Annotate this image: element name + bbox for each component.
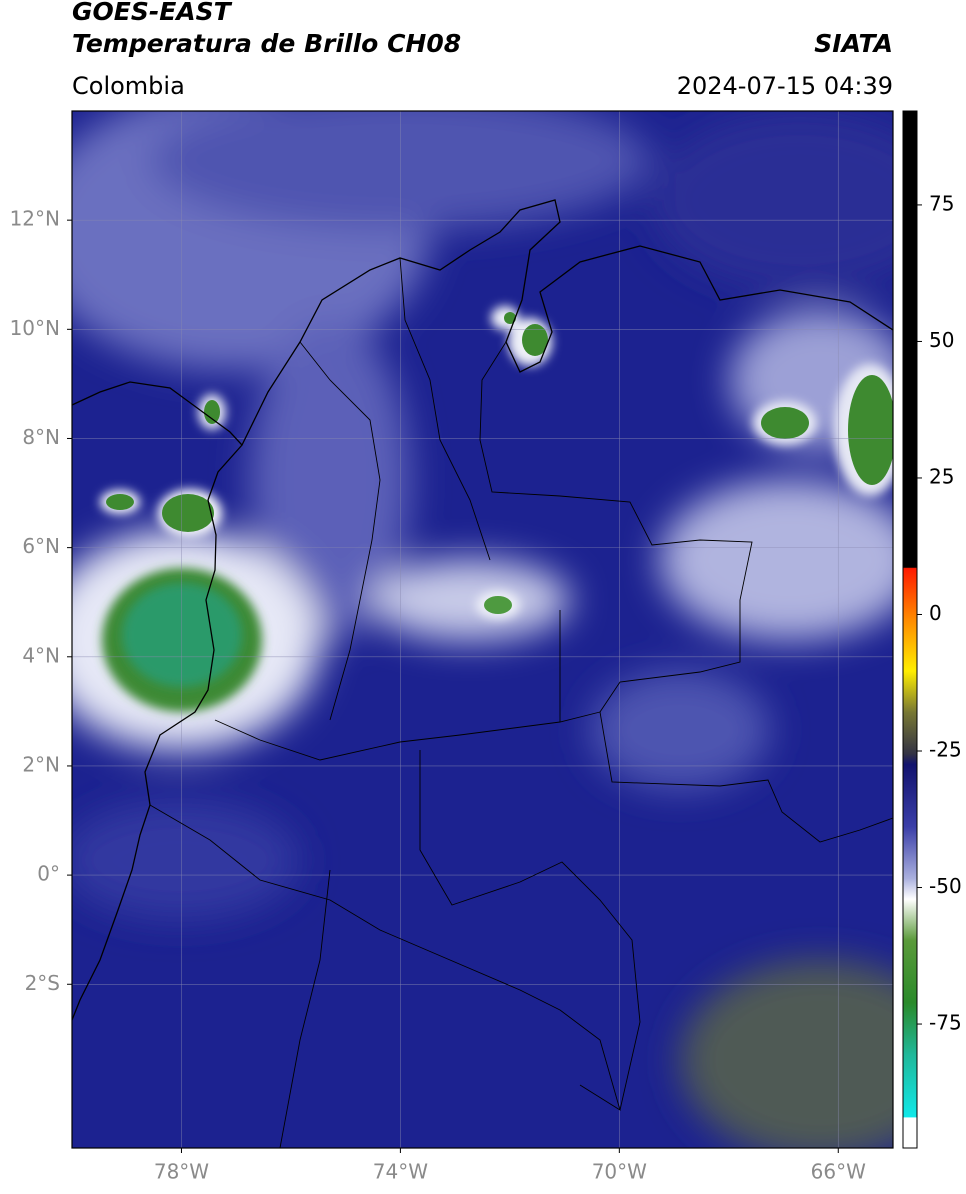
colorbar-tick-label: -75: [929, 1011, 962, 1035]
y-tick-label: 2°S: [25, 971, 60, 995]
x-tick-label: 66°W: [811, 1160, 866, 1184]
x-tick-label: 78°W: [154, 1160, 209, 1184]
y-tick-label: 12°N: [10, 207, 60, 231]
colorbar-tick-label: 75: [929, 191, 954, 215]
colorbar: [902, 110, 918, 1149]
colorbar-tick-label: 50: [929, 328, 954, 352]
y-tick-label: 0°: [37, 862, 60, 886]
y-tick-label: 2°N: [22, 752, 60, 776]
title: GOES-EAST: [72, 0, 233, 26]
colorbar-tick-label: -50: [929, 874, 962, 898]
y-tick-label: 8°N: [22, 425, 60, 449]
datetime: 2024-07-15 04:39: [677, 72, 893, 100]
colorbar-tick-label: -25: [929, 738, 962, 762]
satellite-image: [72, 111, 893, 1148]
region: Colombia: [72, 72, 185, 100]
y-tick-label: 4°N: [22, 643, 60, 667]
y-tick-label: 10°N: [10, 316, 60, 340]
x-tick-label: 74°W: [373, 1160, 428, 1184]
y-tick-label: 6°N: [22, 534, 60, 558]
subtitle: Temperatura de Brillo CH08: [72, 29, 461, 58]
colorbar-tick-label: 25: [929, 464, 954, 488]
colorbar-tick-label: 0: [929, 601, 942, 625]
source: SIATA: [814, 29, 893, 58]
map-frame: [71, 110, 894, 1149]
x-tick-label: 70°W: [592, 1160, 647, 1184]
